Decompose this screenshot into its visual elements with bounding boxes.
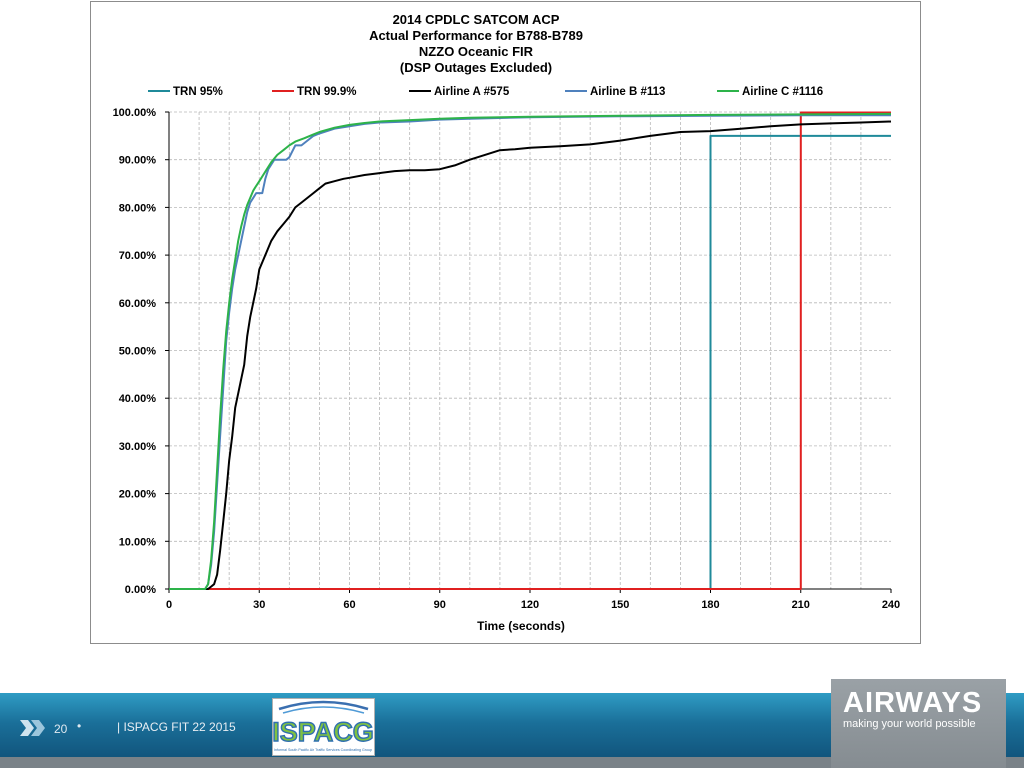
x-tick-label: 90 [434, 599, 446, 611]
ispacg-logo-subtext: Informal South Pacific Air Traffic Servi… [274, 748, 372, 752]
legend-label-2: Airline A #575 [434, 86, 510, 98]
x-tick-label: 0 [166, 599, 172, 611]
y-tick-label: 80.00% [119, 202, 157, 214]
airways-tagline: making your world possible [843, 718, 976, 730]
y-tick-label: 50.00% [119, 346, 157, 358]
footer-caption: | ISPACG FIT 22 2015 [117, 720, 236, 734]
arrow-right-icon [20, 720, 45, 736]
chart-frame: 2014 CPDLC SATCOM ACP Actual Performance … [90, 1, 921, 644]
page-separator: • [77, 719, 82, 733]
y-tick-label: 60.00% [119, 298, 157, 310]
y-tick-label: 20.00% [119, 489, 157, 501]
legend-label-4: Airline C #1116 [742, 86, 823, 98]
y-tick-label: 0.00% [125, 584, 156, 596]
series-line-3 [169, 114, 891, 590]
y-tick-label: 30.00% [119, 441, 157, 453]
page-number: 20 [54, 722, 68, 736]
legend-label-1: TRN 99.9% [297, 86, 356, 98]
ispacg-logo-image: ISPACG Informal South Pacific Air Traffi… [273, 699, 374, 755]
y-tick-label: 70.00% [119, 250, 157, 262]
chart-title-line-1: Actual Performance for B788-B789 [369, 28, 583, 43]
legend-label-3: Airline B #113 [590, 86, 665, 98]
chart-legend: TRN 95% TRN 99.9% Airline A #575 Airline B … [148, 86, 823, 98]
series-line-2 [169, 120, 892, 590]
chart-axes [165, 111, 892, 593]
x-tick-label: 180 [701, 599, 719, 611]
chart-series [169, 111, 892, 590]
chart-title-line-3: (DSP Outages Excluded) [400, 60, 552, 75]
footer-bottom-strip [0, 757, 1024, 768]
x-tick-label: 240 [882, 599, 900, 611]
x-tick-label: 210 [792, 599, 810, 611]
series-line-1 [169, 111, 891, 590]
ispacg-logo: ISPACG Informal South Pacific Air Traffi… [272, 698, 375, 756]
y-tick-label: 10.00% [119, 536, 157, 548]
x-tick-label: 120 [521, 599, 539, 611]
chart-tick-labels: 0 30 60 90 120 150 180 210 240 0.00% 10.00% 20.00% 3… [113, 107, 901, 611]
ispacg-logo-lettering: ISPACG [273, 717, 374, 747]
chart-title-line-2: NZZO Oceanic FIR [419, 44, 534, 59]
y-tick-label: 90.00% [119, 155, 157, 167]
airways-logo: AIRWAYS [843, 687, 983, 719]
x-tick-label: 150 [611, 599, 629, 611]
chart-title-line-0: 2014 CPDLC SATCOM ACP [393, 12, 560, 27]
x-axis-title: Time (seconds) [477, 619, 565, 633]
y-tick-label: 40.00% [119, 393, 157, 405]
x-tick-label: 30 [253, 599, 265, 611]
series-line-4 [169, 112, 892, 590]
chart-grid [169, 111, 891, 589]
y-tick-label: 100.00% [113, 107, 157, 119]
legend-label-0: TRN 95% [173, 86, 223, 98]
airways-brand-box: AIRWAYS making your world possible [831, 679, 1006, 768]
x-tick-label: 60 [343, 599, 355, 611]
